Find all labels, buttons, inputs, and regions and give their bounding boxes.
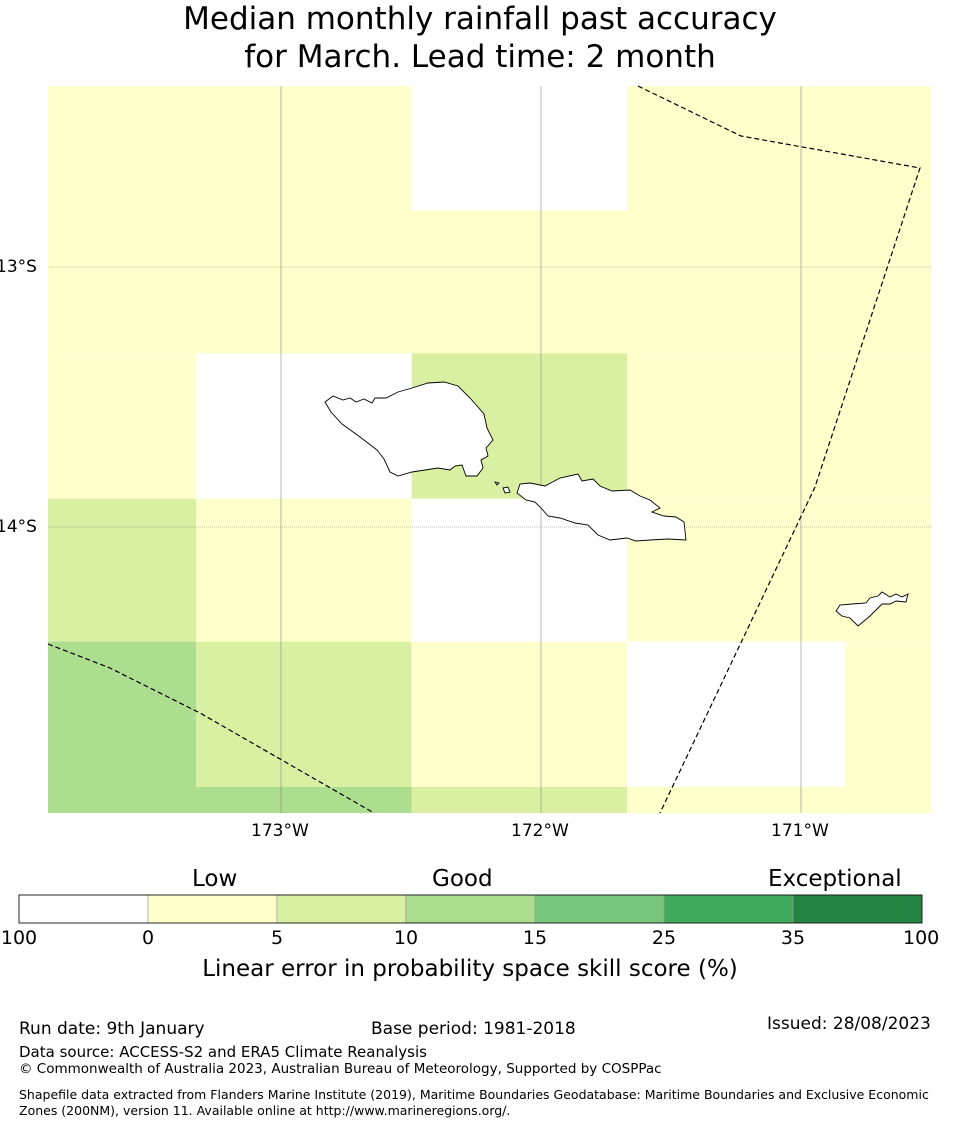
colorbar-tick-label: 100 bbox=[903, 927, 940, 949]
run-date: Run date: 9th January bbox=[19, 1019, 205, 1039]
manono-islet bbox=[502, 486, 511, 494]
grid-cell-1 bbox=[411, 86, 628, 211]
eez-boundaries bbox=[47, 85, 921, 814]
colorbar-segment-2 bbox=[276, 894, 407, 924]
grid-cell-2 bbox=[411, 210, 628, 354]
map-title-line-2: for March. Lead time: 2 month bbox=[244, 39, 716, 75]
grid-cell-19 bbox=[845, 641, 931, 813]
grid-cell-13 bbox=[196, 641, 412, 787]
colorbar-segment-3 bbox=[405, 894, 536, 924]
issued-date: Issued: 28/08/2023 bbox=[767, 1014, 931, 1034]
lat-label-13s: 13°S bbox=[0, 257, 37, 277]
grid-cell-12 bbox=[48, 641, 196, 813]
upolu-island bbox=[516, 473, 687, 542]
grid-cell-9 bbox=[196, 498, 412, 642]
grid-cell-3 bbox=[627, 86, 931, 354]
grid-cell-14 bbox=[196, 787, 412, 813]
colorbar-tick-label: 0 bbox=[141, 927, 155, 949]
colorbar-tick-label: 10 bbox=[393, 927, 419, 949]
colorbar-segment-6 bbox=[792, 894, 923, 924]
grid-cell-17 bbox=[627, 641, 846, 787]
map-canvas bbox=[47, 85, 931, 814]
map-title-line-1: Median monthly rainfall past accuracy bbox=[183, 1, 777, 37]
lon-label-172w: 172°W bbox=[511, 821, 569, 841]
grid-cell-18 bbox=[627, 787, 846, 813]
legend-category-exceptional: Exceptional bbox=[768, 866, 902, 892]
shapefile-credit: Shapefile data extracted from Flanders M… bbox=[19, 1087, 929, 1118]
lon-label-171w: 171°W bbox=[771, 821, 829, 841]
colorbar-tick-label: 25 bbox=[651, 927, 677, 949]
apolima-islet bbox=[493, 481, 500, 486]
legend-category-good: Good bbox=[432, 866, 493, 892]
legend-category-low: Low bbox=[192, 866, 238, 892]
colorbar-segment-1 bbox=[147, 894, 278, 924]
graticule bbox=[48, 86, 931, 813]
tutuila-island bbox=[835, 591, 909, 627]
eez-boundary-east bbox=[637, 85, 921, 814]
lon-label-173w: 173°W bbox=[251, 821, 309, 841]
grid-cell-7 bbox=[627, 353, 931, 499]
coastlines bbox=[324, 381, 909, 627]
eez-boundary-southwest bbox=[47, 643, 375, 814]
colorbar bbox=[18, 894, 923, 924]
colorbar-segment-4 bbox=[534, 894, 665, 924]
colorbar-tick-label: 35 bbox=[780, 927, 806, 949]
colorbar-segment-5 bbox=[663, 894, 794, 924]
grid-cell-8 bbox=[48, 498, 196, 642]
grid-cell-4 bbox=[48, 353, 196, 499]
colorbar-title: Linear error in probability space skill … bbox=[202, 956, 738, 982]
savaii-island bbox=[324, 381, 494, 477]
colorbar-frame bbox=[18, 894, 923, 924]
copyright-notice: © Commonwealth of Australia 2023, Austra… bbox=[19, 1061, 662, 1077]
data-source: Data source: ACCESS-S2 and ERA5 Climate … bbox=[19, 1043, 427, 1061]
colorbar-tick-label: 5 bbox=[270, 927, 284, 949]
grid-cell-16 bbox=[411, 787, 628, 813]
lat-label-14s: 14°S bbox=[0, 517, 37, 537]
grid-cell-15 bbox=[411, 641, 628, 787]
colorbar-tick-label: -100 bbox=[0, 927, 38, 949]
colorbar-tick-label: 15 bbox=[522, 927, 548, 949]
grid-cell-0 bbox=[48, 86, 412, 354]
skill-grid bbox=[48, 86, 931, 813]
colorbar-segment-0 bbox=[18, 894, 149, 924]
base-period: Base period: 1981-2018 bbox=[371, 1019, 576, 1039]
